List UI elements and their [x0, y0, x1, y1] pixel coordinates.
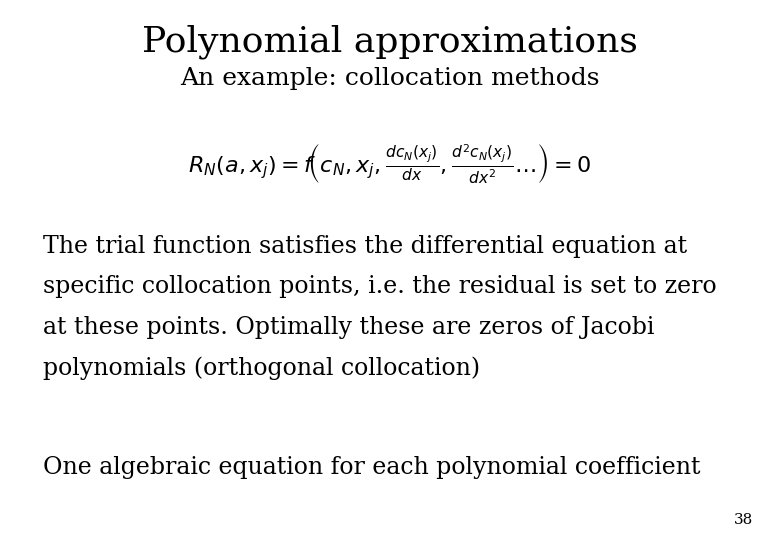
Text: An example: collocation methods: An example: collocation methods — [180, 68, 600, 91]
Text: Polynomial approximations: Polynomial approximations — [142, 24, 638, 59]
Text: $R_{N}\left(a, x_{j}\right)= f\!\left(c_{N}, x_{j}, \frac{dc_{N}(x_{j})}{dx}, \f: $R_{N}\left(a, x_{j}\right)= f\!\left(c_… — [189, 143, 591, 186]
Text: One algebraic equation for each polynomial coefficient: One algebraic equation for each polynomi… — [43, 456, 700, 480]
Text: polynomials (orthogonal collocation): polynomials (orthogonal collocation) — [43, 356, 480, 380]
Text: The trial function satisfies the differential equation at: The trial function satisfies the differe… — [43, 235, 687, 258]
Text: 38: 38 — [733, 512, 753, 526]
Text: specific collocation points, i.e. the residual is set to zero: specific collocation points, i.e. the re… — [43, 275, 717, 299]
Text: at these points. Optimally these are zeros of Jacobi: at these points. Optimally these are zer… — [43, 316, 654, 339]
